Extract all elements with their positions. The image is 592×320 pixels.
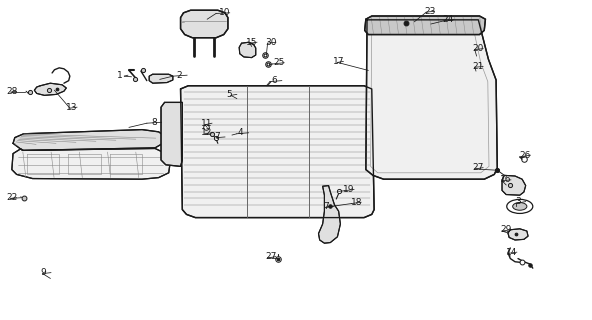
Text: 29: 29	[500, 225, 511, 234]
Text: 4: 4	[238, 128, 244, 137]
Text: 16: 16	[500, 175, 511, 184]
Text: 18: 18	[350, 198, 362, 207]
Text: 9: 9	[40, 268, 46, 277]
Text: 28: 28	[6, 87, 17, 96]
Text: 3: 3	[515, 197, 521, 206]
Text: 20: 20	[472, 44, 484, 53]
Text: 7: 7	[214, 132, 220, 141]
Polygon shape	[13, 130, 165, 150]
Text: 23: 23	[424, 7, 435, 16]
Polygon shape	[161, 102, 182, 166]
Text: 22: 22	[6, 193, 17, 202]
Polygon shape	[181, 10, 228, 38]
Text: 15: 15	[246, 38, 258, 47]
Polygon shape	[239, 42, 256, 58]
Polygon shape	[34, 83, 66, 95]
Text: 5: 5	[226, 90, 232, 99]
Polygon shape	[365, 16, 485, 35]
Text: 27: 27	[472, 163, 484, 172]
Text: 2: 2	[176, 71, 182, 80]
Polygon shape	[149, 74, 173, 83]
Text: 12: 12	[201, 128, 213, 137]
Text: 19: 19	[343, 185, 355, 194]
Text: 21: 21	[472, 62, 484, 71]
Polygon shape	[12, 148, 170, 179]
Text: 8: 8	[151, 118, 157, 127]
Polygon shape	[318, 186, 340, 243]
Text: 26: 26	[520, 151, 531, 160]
Text: 27: 27	[265, 252, 276, 261]
Polygon shape	[366, 20, 497, 179]
Text: 13: 13	[66, 103, 78, 112]
Circle shape	[513, 203, 527, 210]
Text: 24: 24	[443, 15, 454, 24]
Polygon shape	[181, 86, 374, 218]
Text: 17: 17	[333, 57, 344, 66]
Text: 25: 25	[274, 58, 285, 67]
Text: 6: 6	[271, 76, 277, 85]
Text: 1: 1	[117, 71, 123, 80]
Text: 14: 14	[506, 248, 517, 257]
Polygon shape	[502, 175, 526, 195]
Text: 30: 30	[265, 38, 276, 47]
Polygon shape	[508, 229, 528, 240]
Text: 11: 11	[201, 119, 213, 128]
Text: 7: 7	[323, 202, 329, 211]
Text: 10: 10	[219, 8, 230, 17]
